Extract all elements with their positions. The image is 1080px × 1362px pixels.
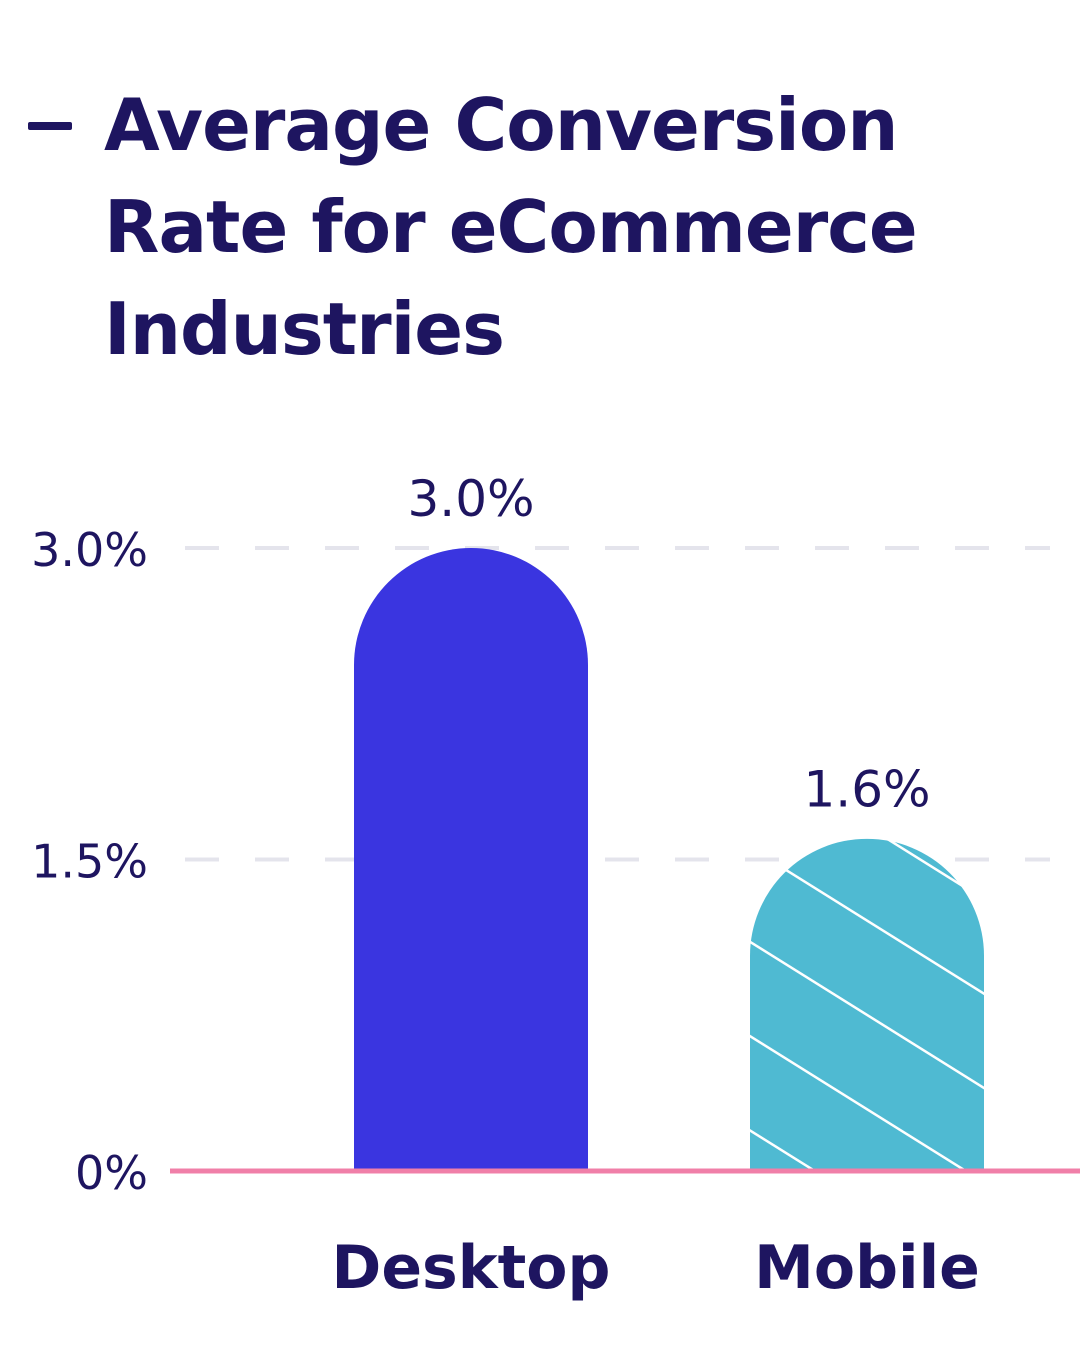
bar-desktop [354, 548, 588, 1171]
value-label-mobile: 1.6% [803, 761, 930, 819]
y-tick-label: 3.0% [31, 523, 148, 577]
value-label-desktop: 3.0% [407, 470, 534, 528]
y-tick-label: 1.5% [31, 835, 148, 889]
chart-title: Average Conversion Rate for eCommerce In… [104, 83, 918, 371]
y-axis-ticks: 0% 1.5% 3.0% [31, 523, 148, 1200]
bar-mobile [750, 838, 984, 1171]
category-label-mobile: Mobile [754, 1233, 980, 1303]
y-tick-label: 0% [75, 1146, 148, 1200]
title-dash-icon [28, 122, 72, 130]
x-axis-categories: Desktop Mobile [332, 1233, 980, 1303]
category-label-desktop: Desktop [332, 1233, 611, 1303]
bars [354, 548, 984, 1171]
value-labels: 3.0% 1.6% [407, 470, 930, 819]
